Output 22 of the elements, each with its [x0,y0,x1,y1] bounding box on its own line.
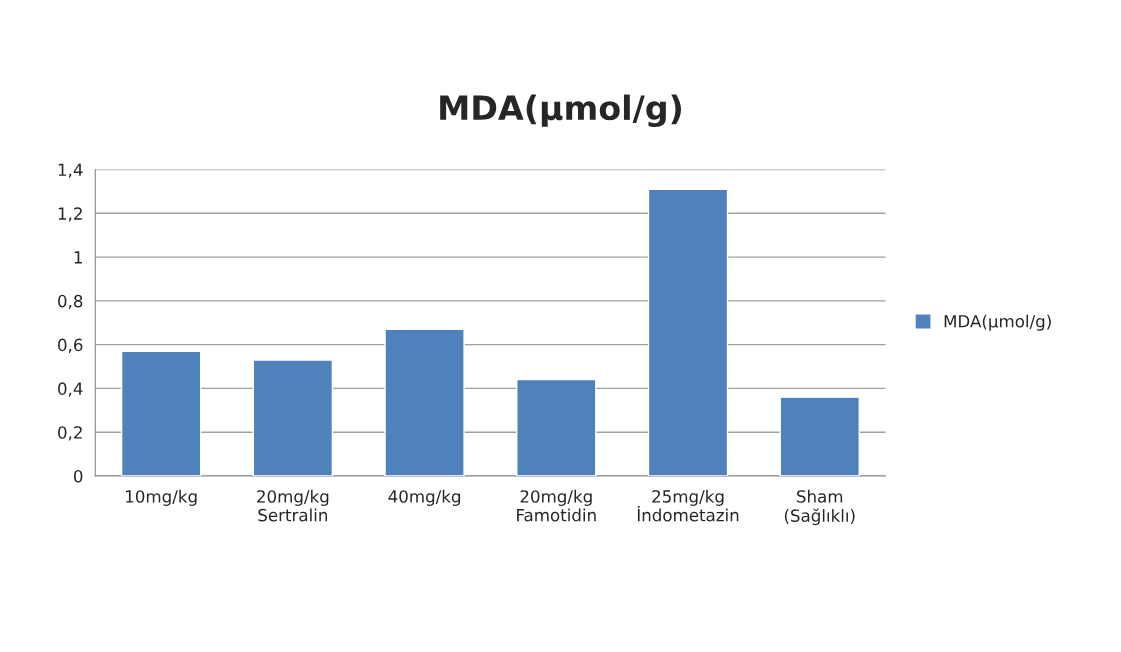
x-tick-label: 40mg/kg [388,489,460,506]
y-tick-label: 0,8 [58,294,83,310]
bar [252,359,334,476]
x-tick-label: 25mg/kg İndometazin [637,489,739,522]
x-tick-label: 20mg/kg Famotidin [517,489,596,522]
y-tick-label: 0,6 [58,338,83,353]
y-tick-label: 0 [73,469,83,483]
legend-label: MDA(µmol/g) [944,314,1051,331]
y-tick-label: 0,4 [58,382,83,397]
bar [779,396,860,476]
x-tick-label: 10mg/kg [126,489,197,506]
bar [647,188,729,476]
y-tick-label: 1,2 [58,207,82,222]
bar [384,328,465,476]
y-tick-label: 0,2 [58,426,82,441]
y-tick-label: 1,4 [58,163,83,178]
bar [120,350,202,476]
chart-title: MDA(µmol/g) [440,94,681,128]
bar [516,378,597,476]
x-tick-label: Sham (Sağlıklı) [784,489,855,526]
y-tick-label: 1 [74,251,82,264]
x-tick-label: 20mg/kg Sertralin [257,489,329,522]
